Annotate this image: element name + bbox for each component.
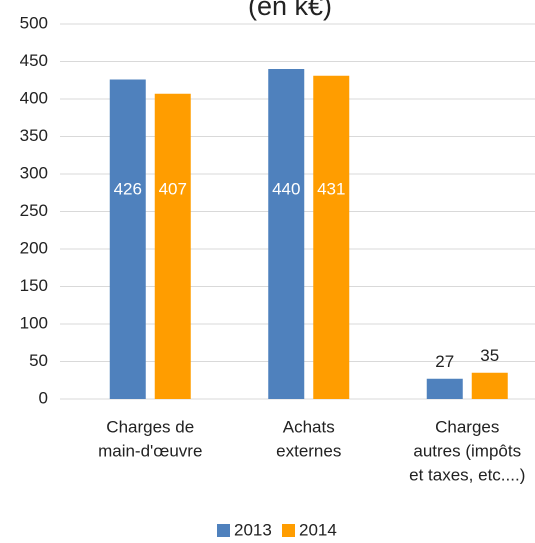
- legend-label: 2014: [299, 520, 337, 539]
- bar: [426, 378, 463, 399]
- x-tick-label: externes: [276, 441, 341, 460]
- data-label: 426: [114, 179, 142, 198]
- data-label: 407: [159, 179, 187, 198]
- x-tick-label: autres (impôts: [413, 441, 521, 460]
- x-tick-label: Achats: [283, 417, 335, 436]
- y-tick-label: 350: [20, 126, 48, 145]
- x-tick-label: Charges de: [106, 417, 194, 436]
- x-tick-label: main-d'œuvre: [98, 441, 202, 460]
- chart-title: (en k€): [248, 0, 332, 21]
- bar: [154, 93, 191, 399]
- legend-swatch: [217, 524, 230, 537]
- data-label: 35: [480, 346, 499, 365]
- y-tick-label: 50: [29, 351, 48, 370]
- y-tick-label: 450: [20, 51, 48, 70]
- y-tick-label: 500: [20, 13, 48, 32]
- y-tick-label: 400: [20, 88, 48, 107]
- legend-swatch: [282, 524, 295, 537]
- y-tick-label: 200: [20, 238, 48, 257]
- bar: [471, 372, 508, 399]
- x-tick-label: Charges: [435, 417, 499, 436]
- y-tick-label: 300: [20, 163, 48, 182]
- data-label: 431: [317, 179, 345, 198]
- bar: [313, 75, 350, 399]
- data-label: 440: [272, 179, 300, 198]
- legend-label: 2013: [234, 520, 272, 539]
- x-tick-label: et taxes, etc....): [409, 465, 525, 484]
- y-tick-label: 100: [20, 313, 48, 332]
- bar: [109, 79, 146, 399]
- y-tick-label: 0: [39, 388, 48, 407]
- data-label: 27: [435, 352, 454, 371]
- y-tick-label: 150: [20, 276, 48, 295]
- bar: [268, 69, 305, 399]
- y-tick-label: 250: [20, 201, 48, 220]
